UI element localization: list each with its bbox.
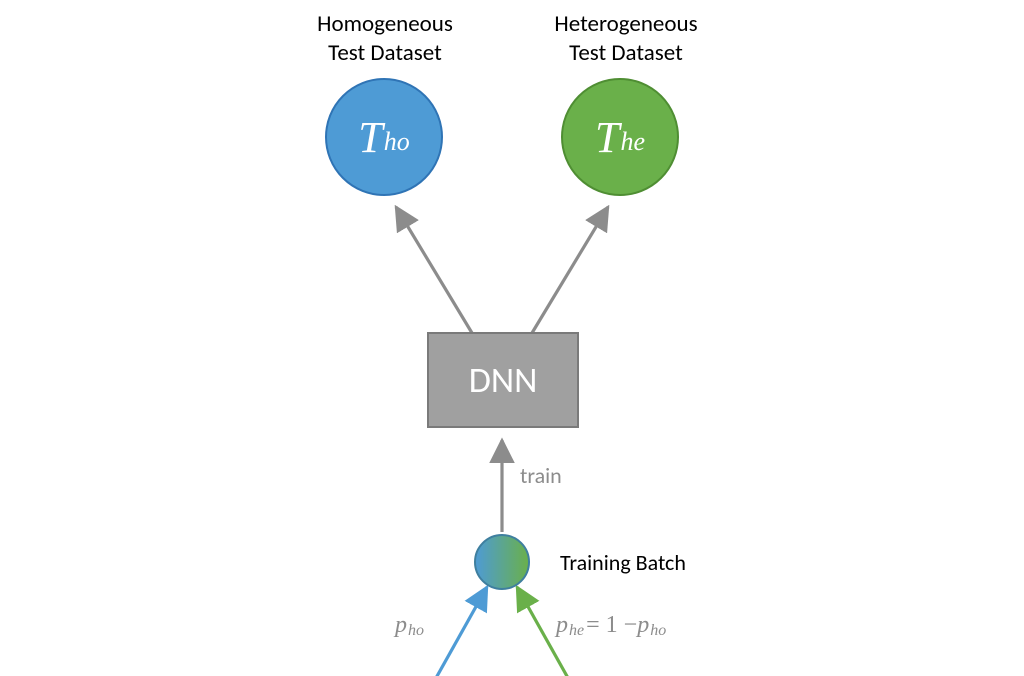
label-the: The [562, 79, 678, 195]
label-the-main: T [595, 112, 619, 163]
arrow-dnn-to-tho [396, 207, 472, 333]
formula-pho-base: p [395, 612, 407, 639]
formula-pho-sub: ho [408, 622, 424, 640]
arrow-dnn-to-the [532, 207, 608, 333]
title-homogeneous: Homogeneous Test Dataset [290, 10, 480, 68]
title-heterogeneous-line1: Heterogeneous [554, 10, 697, 38]
label-tho-main: T [358, 112, 382, 163]
title-homogeneous-line2: Test Dataset [328, 39, 442, 67]
label-the-sub: he [620, 127, 645, 157]
formula-phe-rest: = 1 − [586, 612, 637, 639]
formula-phe-sub2: ho [650, 622, 666, 640]
label-tho: Tho [326, 79, 442, 195]
label-training-batch: Training Batch [560, 549, 686, 576]
formula-phe-base: p [556, 612, 568, 639]
title-heterogeneous-line2: Test Dataset [569, 39, 683, 67]
circle-training-batch [475, 535, 529, 589]
formula-pho: pho [395, 612, 426, 639]
title-homogeneous-line1: Homogeneous [317, 10, 453, 38]
title-heterogeneous: Heterogeneous Test Dataset [526, 10, 726, 68]
formula-phe-base2: p [637, 612, 649, 639]
diagram-root: Homogeneous Test Dataset Heterogeneous T… [0, 0, 1024, 676]
label-tho-sub: ho [384, 127, 410, 157]
arrow-blue-input [436, 587, 487, 676]
formula-phe: phe = 1 − pho [556, 612, 668, 639]
formula-phe-sub: he [569, 622, 584, 640]
label-train: train [520, 462, 562, 489]
label-dnn: DNN [428, 333, 578, 427]
